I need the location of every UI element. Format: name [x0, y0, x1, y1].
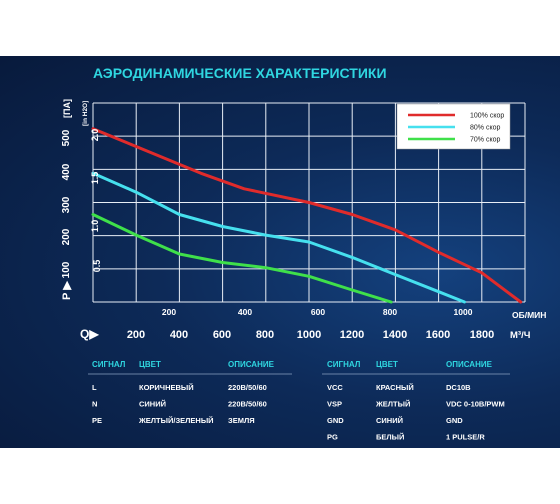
left-table-cell: L — [92, 383, 97, 392]
x-tick-label: 1400 — [383, 329, 407, 341]
left-table-cell: СИНИЙ — [139, 400, 166, 409]
x-axis-unit-label: М³/Ч — [510, 330, 531, 341]
right-table-cell: VCC — [327, 383, 343, 392]
left-table-header: ОПИСАНИЕ — [228, 360, 275, 369]
y-tick-label: 200 — [61, 228, 72, 245]
x-tick-cfm-label: 800 — [383, 307, 397, 317]
y-tick-label: 500 — [61, 129, 72, 146]
left-table-header: ЦВЕТ — [139, 360, 161, 369]
y-tick-inh2o-label: 0.5 — [92, 260, 102, 273]
right-table-cell: СИНИЙ — [376, 416, 403, 425]
x-tick-label: 1000 — [297, 329, 321, 341]
left-table-cell: 220В/50/60 — [228, 400, 267, 409]
y-tick-inh2o-label: 1.5 — [90, 172, 100, 185]
legend-label-1: 100% скор — [470, 113, 504, 120]
chart-canvas: АЭРОДИНАМИЧЕСКИЕ ХАРАКТЕРИСТИКИ 200 400 60… — [61, 65, 546, 442]
series-line-3 — [91, 213, 393, 304]
left-table-cell: N — [92, 400, 97, 409]
right-table-cell: GND — [327, 416, 344, 425]
right-table-cell: 1 PULSE/R — [446, 433, 485, 442]
x-tick-label: 400 — [170, 329, 188, 341]
x-tick-cfm-label: 400 — [238, 307, 252, 317]
x-axis-label: Q▶ — [80, 327, 99, 341]
y-axis-label: Р ▶ — [61, 281, 73, 300]
right-table-cell: PG — [327, 433, 338, 442]
chart-title: АЭРОДИНАМИЧЕСКИЕ ХАРАКТЕРИСТИКИ — [93, 65, 387, 81]
x-tick-label: 1600 — [426, 329, 450, 341]
y-axis-unit2-label: [in H2O] — [82, 101, 89, 126]
left-table-cell: КОРИЧНЕВЫЙ — [139, 383, 194, 392]
y-tick-label: 300 — [61, 196, 72, 213]
right-table-header: ОПИСАНИЕ — [446, 360, 493, 369]
y-tick-label: 400 — [61, 163, 72, 180]
tick-labels: 200 400 600 800 1000 1200 1400 1600 1800 200 400 60… — [61, 129, 494, 341]
left-table-cell: 220В/50/60 — [228, 383, 267, 392]
performance-card: АЭРОДИНАМИЧЕСКИЕ ХАРАКТЕРИСТИКИ 200 400 60… — [0, 56, 560, 448]
series-layer — [91, 127, 523, 304]
x-tick-cfm-label: 600 — [311, 307, 325, 317]
series-line-1 — [91, 127, 523, 304]
legend-label-3: 70% скор — [470, 137, 500, 144]
right-table-cell: БЕЛЫЙ — [376, 433, 404, 442]
x-tick-label: 1200 — [340, 329, 364, 341]
left-table-cell: ЖЕЛТЫЙ/ЗЕЛЕНЫЙ — [138, 416, 214, 425]
y-axis-unit-label: [ПА] — [62, 99, 72, 118]
right-table-header: СИГНАЛ — [327, 360, 361, 369]
legend: 100% скор 80% скор 70% скор — [396, 103, 511, 150]
y-tick-inh2o-label: 1.0 — [90, 220, 100, 233]
right-table-cell: DC10В — [446, 383, 471, 392]
y-tick-label: 100 — [61, 261, 72, 278]
right-table-cell: ЖЕЛТЫЙ — [375, 400, 410, 409]
x-tick-label: 600 — [213, 329, 231, 341]
series-line-2 — [91, 171, 466, 304]
wiring-tables: СИГНАЛ ЦВЕТ ОПИСАНИЕ L КОРИЧНЕВЫЙ 220В/50/60 N… — [88, 360, 510, 442]
right-table-cell: GND — [446, 416, 463, 425]
left-table-header: СИГНАЛ — [92, 360, 126, 369]
x-tick-label: 200 — [127, 329, 145, 341]
x-axis-rpm-label: ОБ/МИН — [512, 310, 546, 320]
x-tick-label: 1800 — [470, 329, 494, 341]
x-tick-cfm-label: 1000 — [454, 307, 473, 317]
right-table-cell: VDC 0-10В/PWM — [446, 400, 505, 409]
x-tick-cfm-label: 200 — [162, 307, 176, 317]
left-table-cell: PE — [92, 416, 102, 425]
left-table-cell: ЗЕМЛЯ — [228, 416, 255, 425]
right-table-cell: КРАСНЫЙ — [376, 383, 414, 392]
legend-label-2: 80% скор — [470, 125, 500, 132]
legend-items: 100% скор 80% скор 70% скор — [408, 113, 504, 144]
right-table-cell: VSP — [327, 400, 342, 409]
x-tick-label: 800 — [256, 329, 274, 341]
right-table-header: ЦВЕТ — [376, 360, 398, 369]
y-tick-inh2o-label: 2.0 — [90, 129, 100, 142]
